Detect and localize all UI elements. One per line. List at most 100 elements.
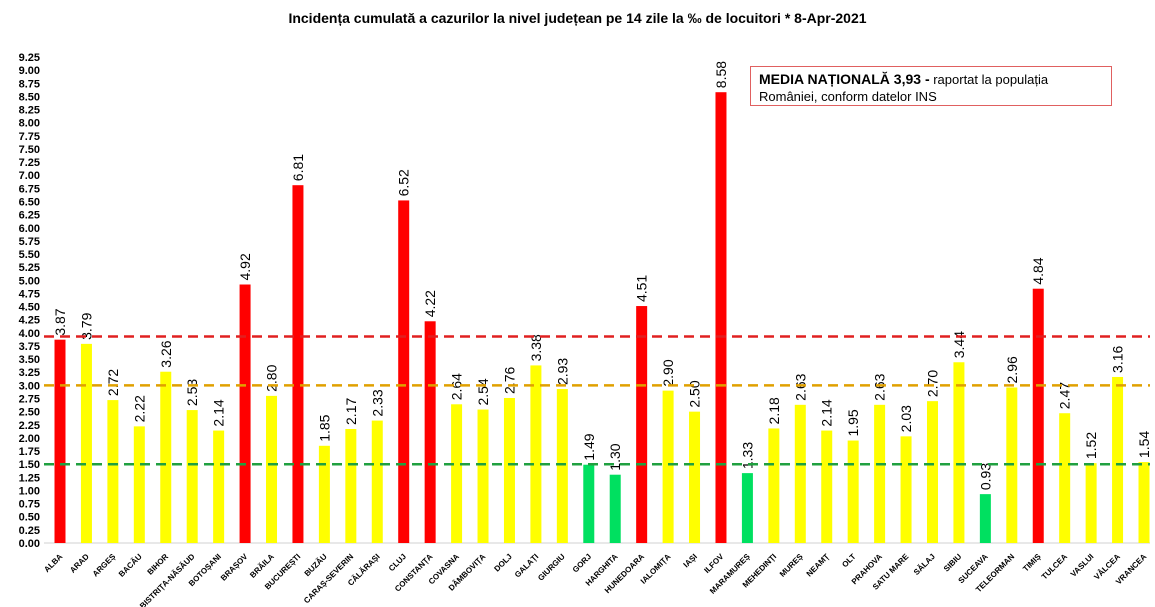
x-tick-label: TIMIȘ	[1021, 552, 1043, 574]
y-tick-label: 2.00	[19, 433, 40, 445]
bar-ilfov	[715, 92, 727, 544]
x-tick-label: GIURGIU	[536, 552, 567, 583]
y-tick-label: 3.75	[19, 341, 40, 353]
bar-constanța	[424, 321, 436, 543]
bar-călărași	[371, 420, 383, 543]
data-label: 2.03	[898, 405, 914, 432]
bar-suceava	[979, 494, 991, 543]
data-label: 2.17	[343, 398, 359, 425]
bar-mehedinți	[768, 428, 780, 543]
bar-tulcea	[1059, 413, 1071, 543]
bar-ialomița	[662, 390, 674, 543]
x-tick-label: BUZĂU	[303, 552, 329, 578]
x-tick-label: ARGEȘ	[91, 552, 118, 579]
chart-title: Incidența cumulată a cazurilor la nivel …	[288, 10, 867, 26]
bar-caraș-severin	[345, 428, 357, 543]
bar-prahova	[874, 404, 886, 543]
data-label: 2.72	[105, 369, 121, 396]
bar-galați	[530, 365, 542, 543]
data-label: 6.81	[290, 154, 306, 181]
data-label: 2.90	[660, 359, 676, 386]
y-tick-label: 1.00	[19, 485, 40, 497]
data-label: 1.33	[739, 442, 755, 469]
data-label: 2.53	[184, 379, 200, 406]
annotation-text: raportat la populația României, conform …	[759, 72, 1049, 104]
y-tick-label: 8.00	[19, 118, 40, 130]
bar-gorj	[583, 464, 595, 543]
bar-harghita	[609, 474, 621, 543]
data-label: 2.93	[554, 358, 570, 385]
y-tick-label: 4.50	[19, 302, 40, 314]
data-label: 1.49	[581, 433, 597, 460]
bar-olt	[847, 440, 859, 543]
bar-bucurești	[292, 185, 304, 543]
x-tick-label: OLT	[840, 552, 857, 569]
y-tick-label: 5.25	[19, 262, 40, 274]
bar-sălaj	[926, 401, 938, 543]
bar-brăila	[266, 395, 278, 543]
data-label: 2.64	[449, 373, 465, 400]
bar-mureș	[794, 404, 806, 543]
bar-vâlcea	[1112, 376, 1124, 543]
bar-timiș	[1032, 288, 1044, 543]
data-label: 2.63	[792, 373, 808, 400]
y-tick-label: 5.75	[19, 236, 40, 248]
x-tick-label: NEAMȚ	[805, 552, 832, 579]
bar-iași	[689, 411, 701, 543]
data-label: 0.93	[977, 463, 993, 490]
bar-maramureș	[741, 473, 753, 543]
y-tick-label: 2.25	[19, 420, 40, 432]
x-tick-label: DOLJ	[492, 552, 513, 573]
data-label: 3.16	[1110, 346, 1126, 373]
bar-brașov	[239, 284, 251, 543]
bar-botoșani	[213, 430, 225, 543]
bar-dâmbovița	[477, 409, 489, 543]
y-tick-label: 1.75	[19, 446, 40, 458]
data-label: 2.18	[766, 397, 782, 424]
bar-cluj	[398, 200, 410, 543]
data-label: 2.54	[475, 378, 491, 405]
data-label: 3.44	[951, 331, 967, 358]
y-tick-label: 4.75	[19, 288, 40, 300]
y-tick-label: 0.75	[19, 499, 40, 511]
y-tick-label: 3.50	[19, 354, 40, 366]
x-tick-label: IAȘI	[682, 552, 699, 569]
data-label: 3.79	[78, 312, 94, 339]
data-label: 2.22	[131, 395, 147, 422]
x-tick-label: SĂLAJ	[912, 552, 937, 577]
y-tick-label: 3.25	[19, 367, 40, 379]
data-label: 2.96	[1004, 356, 1020, 383]
y-tick-label: 7.25	[19, 157, 40, 169]
data-label: 4.92	[237, 253, 253, 280]
data-label: 2.14	[819, 399, 835, 426]
y-tick-label: 0.50	[19, 512, 40, 524]
y-tick-label: 8.25	[19, 105, 40, 117]
y-tick-label: 7.50	[19, 144, 40, 156]
data-label: 8.58	[713, 61, 729, 88]
y-tick-label: 5.00	[19, 275, 40, 287]
x-tick-label: MUREȘ	[778, 552, 805, 579]
bar-dolj	[503, 397, 515, 543]
national-average-annotation: MEDIA NAȚIONALĂ 3,93 - raportat la popul…	[750, 66, 1112, 106]
x-tick-label: BIHOR	[146, 552, 171, 577]
x-tick-label: CLUJ	[387, 552, 408, 573]
x-tick-label: ILFOV	[702, 552, 725, 575]
data-label: 2.14	[211, 399, 227, 426]
bar-vrancea	[1138, 462, 1150, 543]
data-label: 1.95	[845, 409, 861, 436]
bar-arad	[80, 343, 92, 543]
data-label: 3.87	[52, 308, 68, 335]
bar-neamț	[821, 430, 833, 543]
data-label: 2.50	[687, 380, 703, 407]
data-label: 4.84	[1030, 257, 1046, 284]
y-tick-label: 2.75	[19, 394, 40, 406]
data-label: 4.22	[422, 290, 438, 317]
bar-argeș	[107, 400, 119, 543]
data-label: 3.38	[528, 334, 544, 361]
bar-satu mare	[900, 436, 912, 543]
x-tick-label: GORJ	[571, 552, 593, 574]
data-label: 2.76	[501, 367, 517, 394]
y-tick-label: 7.75	[19, 131, 40, 143]
bar-covasna	[451, 404, 463, 543]
